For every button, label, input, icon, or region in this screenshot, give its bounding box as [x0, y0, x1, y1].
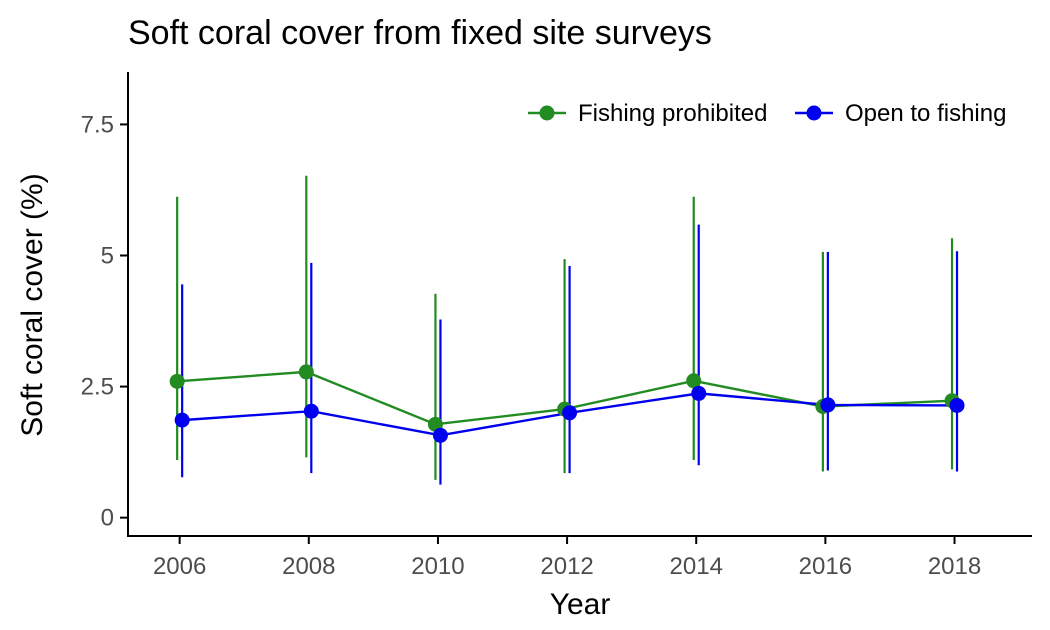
legend-key-point: [806, 105, 822, 121]
x-tick-label: 2014: [670, 553, 723, 580]
data-point-open-to-fishing: [691, 385, 707, 401]
y-tick-label: 2.5: [81, 374, 114, 401]
legend-item: Fishing prohibited: [528, 100, 767, 127]
data-point-fishing-prohibited: [298, 364, 314, 380]
legend-label: Fishing prohibited: [578, 100, 767, 127]
legend: Fishing prohibited Open to fishing: [528, 100, 1006, 127]
data-point-fishing-prohibited: [169, 373, 185, 389]
legend-label: Open to fishing: [845, 100, 1006, 127]
y-tick-label: 7.5: [81, 111, 114, 138]
error-bars: [176, 175, 959, 485]
data-point-open-to-fishing: [303, 403, 319, 419]
y-tick-label: 0: [101, 505, 114, 532]
x-tick-label: 2018: [928, 553, 981, 580]
legend-key-point: [539, 105, 555, 121]
series-points: [169, 364, 965, 443]
x-tick-label: 2016: [799, 553, 852, 580]
x-axis-title: Year: [550, 588, 611, 621]
y-tick-label: 5: [101, 243, 114, 270]
data-point-open-to-fishing: [949, 397, 965, 413]
data-point-open-to-fishing: [174, 412, 190, 428]
y-axis-ticks: 0 2.5 5 7.5: [81, 111, 128, 532]
data-point-open-to-fishing: [562, 405, 578, 421]
data-point-fishing-prohibited: [686, 373, 702, 389]
legend-item: Open to fishing: [795, 100, 1006, 127]
y-axis-title: Soft coral cover (%): [16, 173, 49, 436]
chart-title: Soft coral cover from fixed site surveys: [128, 14, 712, 52]
x-tick-label: 2012: [540, 553, 593, 580]
data-point-open-to-fishing: [820, 397, 836, 413]
x-tick-label: 2010: [411, 553, 464, 580]
data-point-open-to-fishing: [432, 427, 448, 443]
x-tick-label: 2008: [282, 553, 335, 580]
x-axis-ticks: 2006 2008 2010 2012 2014 2016 2018: [153, 536, 981, 580]
x-tick-label: 2006: [153, 553, 206, 580]
